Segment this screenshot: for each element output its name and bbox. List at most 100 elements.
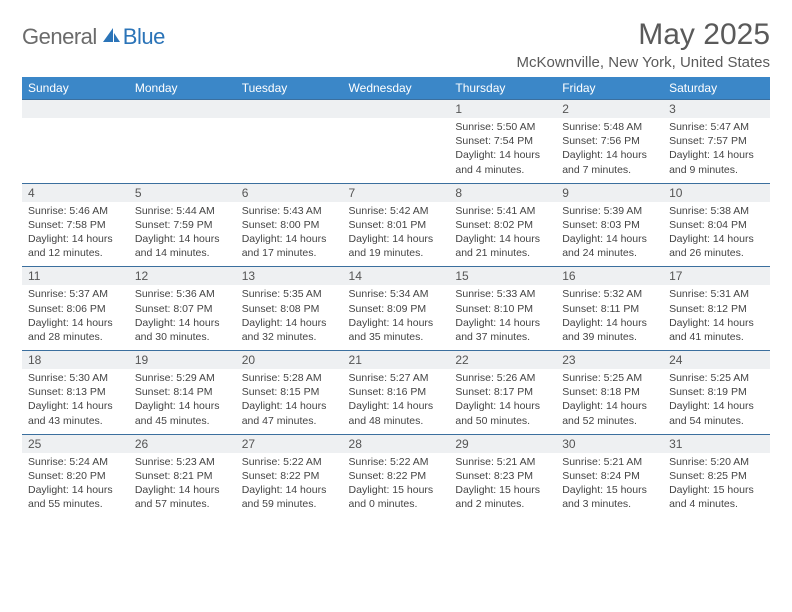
details-row: Sunrise: 5:50 AMSunset: 7:54 PMDaylight:…	[22, 118, 770, 183]
day-number-cell: 5	[129, 183, 236, 202]
daylight-text: Daylight: 14 hours and 19 minutes.	[349, 232, 444, 260]
sunrise-text: Sunrise: 5:35 AM	[242, 287, 337, 301]
sunrise-text: Sunrise: 5:33 AM	[455, 287, 550, 301]
day-number-cell: 18	[22, 351, 129, 370]
day-number-cell: 28	[343, 434, 450, 453]
sunrise-text: Sunrise: 5:44 AM	[135, 204, 230, 218]
sunset-text: Sunset: 8:02 PM	[455, 218, 550, 232]
day-number-cell: 3	[663, 100, 770, 119]
day-number-cell: 2	[556, 100, 663, 119]
sunrise-text: Sunrise: 5:20 AM	[669, 455, 764, 469]
sunset-text: Sunset: 8:16 PM	[349, 385, 444, 399]
day-header-row: Sunday Monday Tuesday Wednesday Thursday…	[22, 77, 770, 100]
day-details-cell: Sunrise: 5:25 AMSunset: 8:18 PMDaylight:…	[556, 369, 663, 434]
day-details-cell: Sunrise: 5:50 AMSunset: 7:54 PMDaylight:…	[449, 118, 556, 183]
details-row: Sunrise: 5:46 AMSunset: 7:58 PMDaylight:…	[22, 202, 770, 267]
daylight-text: Daylight: 14 hours and 39 minutes.	[562, 316, 657, 344]
day-details-cell: Sunrise: 5:29 AMSunset: 8:14 PMDaylight:…	[129, 369, 236, 434]
day-number-cell: 20	[236, 351, 343, 370]
sail-icon	[101, 26, 121, 49]
day-number-cell: 24	[663, 351, 770, 370]
brand-logo: General Blue	[22, 18, 165, 50]
daylight-text: Daylight: 14 hours and 45 minutes.	[135, 399, 230, 427]
sunrise-text: Sunrise: 5:41 AM	[455, 204, 550, 218]
daynum-row: 25262728293031	[22, 434, 770, 453]
daylight-text: Daylight: 14 hours and 35 minutes.	[349, 316, 444, 344]
dayhead-mon: Monday	[129, 77, 236, 100]
day-details-cell: Sunrise: 5:43 AMSunset: 8:00 PMDaylight:…	[236, 202, 343, 267]
day-details-cell: Sunrise: 5:30 AMSunset: 8:13 PMDaylight:…	[22, 369, 129, 434]
daynum-row: 45678910	[22, 183, 770, 202]
day-details-cell	[129, 118, 236, 183]
sunset-text: Sunset: 8:20 PM	[28, 469, 123, 483]
day-number-cell: 29	[449, 434, 556, 453]
sunset-text: Sunset: 8:11 PM	[562, 302, 657, 316]
dayhead-tue: Tuesday	[236, 77, 343, 100]
daylight-text: Daylight: 14 hours and 54 minutes.	[669, 399, 764, 427]
daylight-text: Daylight: 14 hours and 9 minutes.	[669, 148, 764, 176]
sunrise-text: Sunrise: 5:43 AM	[242, 204, 337, 218]
location-text: McKownville, New York, United States	[517, 54, 770, 71]
sunrise-text: Sunrise: 5:32 AM	[562, 287, 657, 301]
day-number-cell: 23	[556, 351, 663, 370]
dayhead-sat: Saturday	[663, 77, 770, 100]
sunrise-text: Sunrise: 5:31 AM	[669, 287, 764, 301]
daylight-text: Daylight: 15 hours and 3 minutes.	[562, 483, 657, 511]
details-row: Sunrise: 5:24 AMSunset: 8:20 PMDaylight:…	[22, 453, 770, 518]
sunrise-text: Sunrise: 5:36 AM	[135, 287, 230, 301]
dayhead-sun: Sunday	[22, 77, 129, 100]
day-number-cell: 31	[663, 434, 770, 453]
sunset-text: Sunset: 8:21 PM	[135, 469, 230, 483]
sunrise-text: Sunrise: 5:50 AM	[455, 120, 550, 134]
sunset-text: Sunset: 8:12 PM	[669, 302, 764, 316]
day-number-cell: 30	[556, 434, 663, 453]
daylight-text: Daylight: 14 hours and 24 minutes.	[562, 232, 657, 260]
daylight-text: Daylight: 15 hours and 2 minutes.	[455, 483, 550, 511]
day-number-cell	[343, 100, 450, 119]
sunset-text: Sunset: 8:25 PM	[669, 469, 764, 483]
sunrise-text: Sunrise: 5:38 AM	[669, 204, 764, 218]
sunrise-text: Sunrise: 5:27 AM	[349, 371, 444, 385]
sunrise-text: Sunrise: 5:46 AM	[28, 204, 123, 218]
sunrise-text: Sunrise: 5:23 AM	[135, 455, 230, 469]
day-number-cell: 26	[129, 434, 236, 453]
daylight-text: Daylight: 14 hours and 21 minutes.	[455, 232, 550, 260]
header: General Blue May 2025 McKownville, New Y…	[22, 18, 770, 71]
title-block: May 2025 McKownville, New York, United S…	[517, 18, 770, 71]
daylight-text: Daylight: 14 hours and 4 minutes.	[455, 148, 550, 176]
sunset-text: Sunset: 8:10 PM	[455, 302, 550, 316]
sunrise-text: Sunrise: 5:21 AM	[455, 455, 550, 469]
day-details-cell: Sunrise: 5:21 AMSunset: 8:23 PMDaylight:…	[449, 453, 556, 518]
day-details-cell: Sunrise: 5:22 AMSunset: 8:22 PMDaylight:…	[343, 453, 450, 518]
daylight-text: Daylight: 14 hours and 30 minutes.	[135, 316, 230, 344]
sunrise-text: Sunrise: 5:25 AM	[669, 371, 764, 385]
day-details-cell: Sunrise: 5:41 AMSunset: 8:02 PMDaylight:…	[449, 202, 556, 267]
sunset-text: Sunset: 8:22 PM	[242, 469, 337, 483]
day-details-cell: Sunrise: 5:47 AMSunset: 7:57 PMDaylight:…	[663, 118, 770, 183]
sunset-text: Sunset: 8:22 PM	[349, 469, 444, 483]
day-number-cell: 17	[663, 267, 770, 286]
daylight-text: Daylight: 14 hours and 12 minutes.	[28, 232, 123, 260]
day-number-cell: 16	[556, 267, 663, 286]
day-details-cell	[22, 118, 129, 183]
sunset-text: Sunset: 7:57 PM	[669, 134, 764, 148]
day-number-cell	[129, 100, 236, 119]
daylight-text: Daylight: 14 hours and 37 minutes.	[455, 316, 550, 344]
sunrise-text: Sunrise: 5:22 AM	[349, 455, 444, 469]
sunset-text: Sunset: 8:00 PM	[242, 218, 337, 232]
sunset-text: Sunset: 7:54 PM	[455, 134, 550, 148]
logo-text-blue: Blue	[123, 24, 165, 50]
day-details-cell: Sunrise: 5:46 AMSunset: 7:58 PMDaylight:…	[22, 202, 129, 267]
day-details-cell: Sunrise: 5:44 AMSunset: 7:59 PMDaylight:…	[129, 202, 236, 267]
sunset-text: Sunset: 8:24 PM	[562, 469, 657, 483]
dayhead-fri: Friday	[556, 77, 663, 100]
day-details-cell: Sunrise: 5:20 AMSunset: 8:25 PMDaylight:…	[663, 453, 770, 518]
day-details-cell: Sunrise: 5:26 AMSunset: 8:17 PMDaylight:…	[449, 369, 556, 434]
month-title: May 2025	[517, 18, 770, 52]
sunset-text: Sunset: 8:01 PM	[349, 218, 444, 232]
day-details-cell: Sunrise: 5:22 AMSunset: 8:22 PMDaylight:…	[236, 453, 343, 518]
sunrise-text: Sunrise: 5:26 AM	[455, 371, 550, 385]
details-row: Sunrise: 5:37 AMSunset: 8:06 PMDaylight:…	[22, 285, 770, 350]
daylight-text: Daylight: 14 hours and 41 minutes.	[669, 316, 764, 344]
sunset-text: Sunset: 7:59 PM	[135, 218, 230, 232]
